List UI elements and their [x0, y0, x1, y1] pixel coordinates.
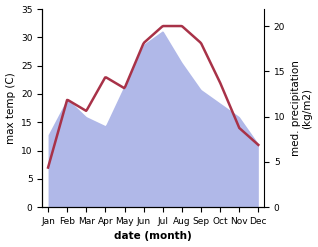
X-axis label: date (month): date (month) [114, 231, 192, 242]
Y-axis label: max temp (C): max temp (C) [5, 72, 16, 144]
Y-axis label: med. precipitation
(kg/m2): med. precipitation (kg/m2) [291, 60, 313, 156]
